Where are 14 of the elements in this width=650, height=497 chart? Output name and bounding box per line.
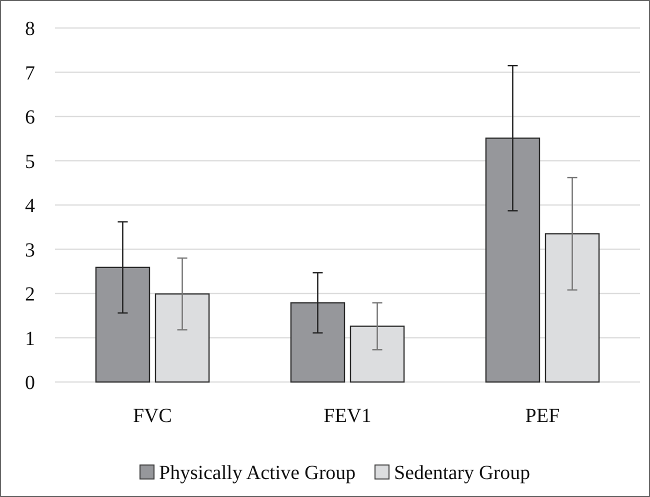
y-tick-label: 5 <box>25 150 35 173</box>
y-tick-label: 4 <box>25 195 35 217</box>
y-tick-label: 1 <box>25 328 35 350</box>
x-tick-label: FVC <box>133 405 172 427</box>
y-tick-label: 7 <box>25 62 35 84</box>
y-tick-label: 8 <box>25 18 35 40</box>
y-tick-label: 6 <box>25 106 35 128</box>
y-tick-label: 3 <box>25 239 35 262</box>
legend-label: Sedentary Group <box>394 462 530 484</box>
y-tick-label: 2 <box>25 284 35 306</box>
x-tick-label: FEV1 <box>324 405 372 427</box>
x-tick-label: PEF <box>525 405 560 427</box>
y-tick-label: 0 <box>25 372 35 394</box>
legend-label: Physically Active Group <box>159 462 356 484</box>
